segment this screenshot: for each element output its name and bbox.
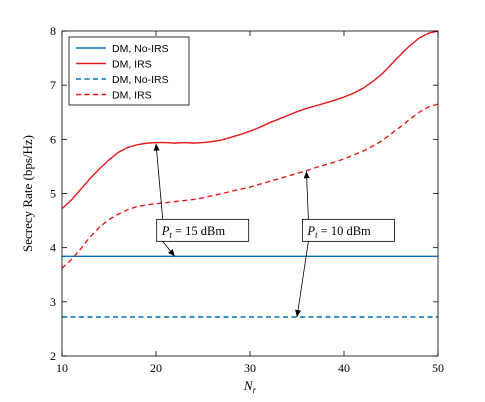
x-tick-label: 50 <box>432 361 444 375</box>
annotations: Pt = 15 dBm Pt = 10 dBm <box>153 143 395 318</box>
annotation-box <box>301 218 395 242</box>
y-tick-label: 6 <box>50 132 56 146</box>
y-tick-label: 7 <box>50 78 56 92</box>
legend-entry-label: DM, No-IRS <box>112 74 169 86</box>
y-tick-label: 4 <box>50 241 56 255</box>
series-layer <box>62 30 438 318</box>
series-line-2-dm-irs-solid <box>62 30 438 210</box>
legend-entry-label: DM, IRS <box>112 59 152 71</box>
legend: DM, No-IRS DM, IRS DM, No-IRS DM, IRS <box>68 36 190 106</box>
legend-entry-label: DM, IRS <box>112 90 152 102</box>
annotation-label: Pt = 10 dBm <box>306 224 371 240</box>
x-tick-label: 20 <box>150 361 162 375</box>
legend-entry-label: DM, No-IRS <box>112 43 169 55</box>
y-tick-label: 3 <box>50 295 56 309</box>
y-tick-label: 8 <box>50 24 56 38</box>
x-tick-label: 30 <box>244 361 256 375</box>
annotation-arrow <box>162 241 176 257</box>
ticks-layer: 10 20 30 40 50 2 3 4 5 6 7 8 <box>50 24 444 375</box>
annotation-arrow <box>295 241 309 318</box>
annotation-box <box>156 218 250 242</box>
annotation-annot-10dbm: Pt = 10 dBm <box>295 171 395 318</box>
annotation-arrow <box>153 143 164 220</box>
y-tick-label: 2 <box>50 349 56 363</box>
y-axis-label: Secrecy Rate (bps/Hz) <box>20 135 35 252</box>
series-line-4-dm-irs-dashed <box>62 103 438 269</box>
annotation-arrow <box>303 171 310 220</box>
x-axis-label: Nr <box>243 378 257 395</box>
annotation-label: Pt = 15 dBm <box>161 224 226 240</box>
annotation-annot-15dbm: Pt = 15 dBm <box>153 143 250 257</box>
x-axis-label-sub: r <box>253 385 257 395</box>
x-tick-label: 40 <box>338 361 350 375</box>
x-tick-label: 10 <box>56 361 68 375</box>
x-axis-label-main: N <box>243 378 254 393</box>
y-tick-label: 5 <box>50 187 56 201</box>
